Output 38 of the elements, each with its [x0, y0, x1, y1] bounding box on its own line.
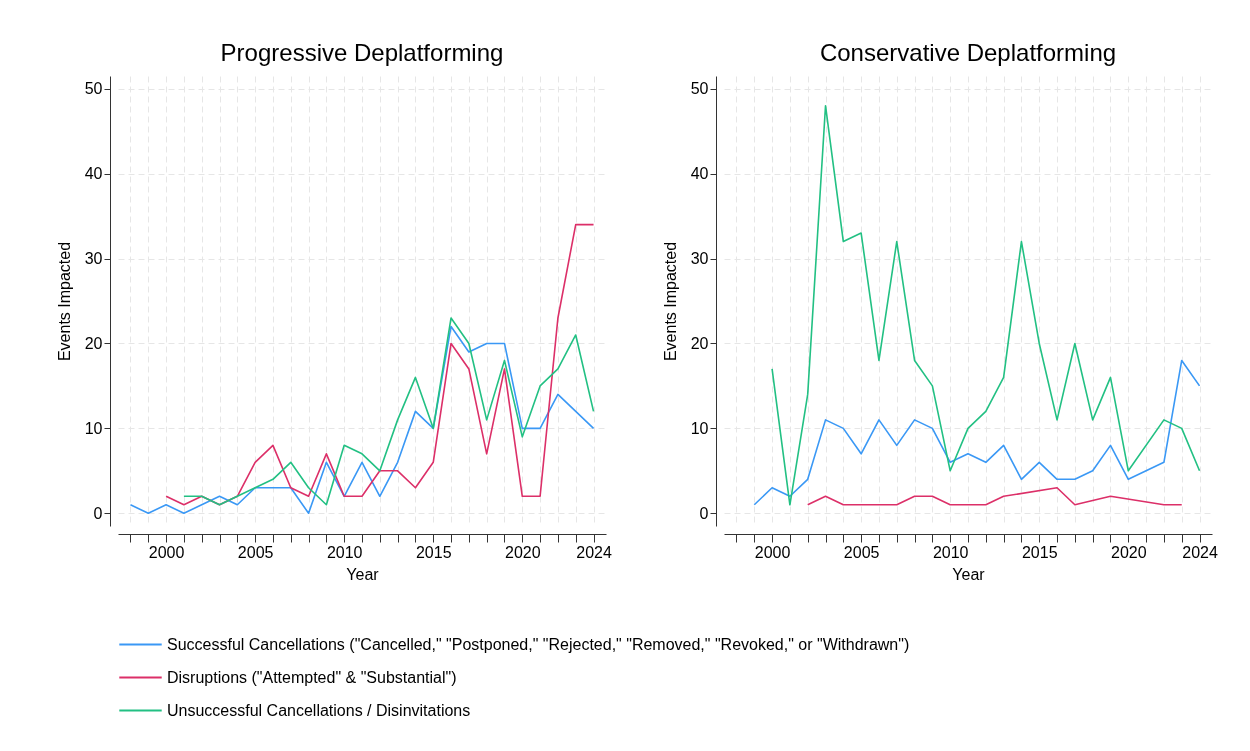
- y-tick-label: 20: [84, 334, 103, 352]
- y-tick-label: 20: [690, 334, 709, 352]
- x-tick-label: 2000: [148, 543, 185, 561]
- line-series: [183, 317, 595, 506]
- x-tick-label: 2024: [576, 543, 612, 561]
- y-tick-label: 0: [699, 504, 709, 522]
- line-series: [771, 104, 1201, 506]
- y-axis-title: Events Impacted: [661, 241, 679, 362]
- y-tick-label: 50: [690, 80, 709, 98]
- line-series: [129, 325, 595, 515]
- x-tick-label: 2005: [237, 543, 274, 561]
- x-tick-label: 2020: [1111, 543, 1147, 561]
- line-series: [165, 223, 595, 506]
- y-tick-label: 40: [690, 165, 709, 183]
- y-tick-label: 30: [690, 250, 709, 268]
- x-tick-label: 2010: [326, 543, 363, 561]
- x-tick-label: 2015: [415, 543, 452, 561]
- x-tick-label: 2015: [1021, 543, 1058, 561]
- y-tick-label: 40: [84, 165, 103, 183]
- x-tick-label: 2010: [932, 543, 969, 561]
- x-tick-label: 2005: [843, 543, 880, 561]
- x-tick-label: 2020: [505, 543, 541, 561]
- x-axis-title: Year: [952, 565, 986, 583]
- y-tick-label: 10: [84, 419, 103, 437]
- legend-label: Disruptions ("Attempted" & "Substantial"): [167, 668, 457, 686]
- x-tick-label: 2000: [754, 543, 791, 561]
- chart-title: Progressive Deplatforming: [220, 39, 504, 66]
- legend-label: Unsuccessful Cancellations / Disinvitations: [167, 701, 471, 719]
- chart-title: Conservative Deplatforming: [819, 39, 1117, 66]
- y-tick-label: 10: [690, 419, 709, 437]
- y-tick-label: 0: [93, 504, 103, 522]
- y-tick-label: 30: [84, 250, 103, 268]
- x-tick-label: 2024: [1182, 543, 1218, 561]
- y-axis-title: Events Impacted: [55, 241, 73, 362]
- legend-label: Successful Cancellations ("Cancelled," "Postponed," "Rejected," "Removed," "Revoked," or "Withdrawn"): [167, 635, 910, 653]
- y-tick-label: 50: [84, 80, 103, 98]
- x-axis-title: Year: [346, 565, 380, 583]
- line-series: [753, 359, 1201, 506]
